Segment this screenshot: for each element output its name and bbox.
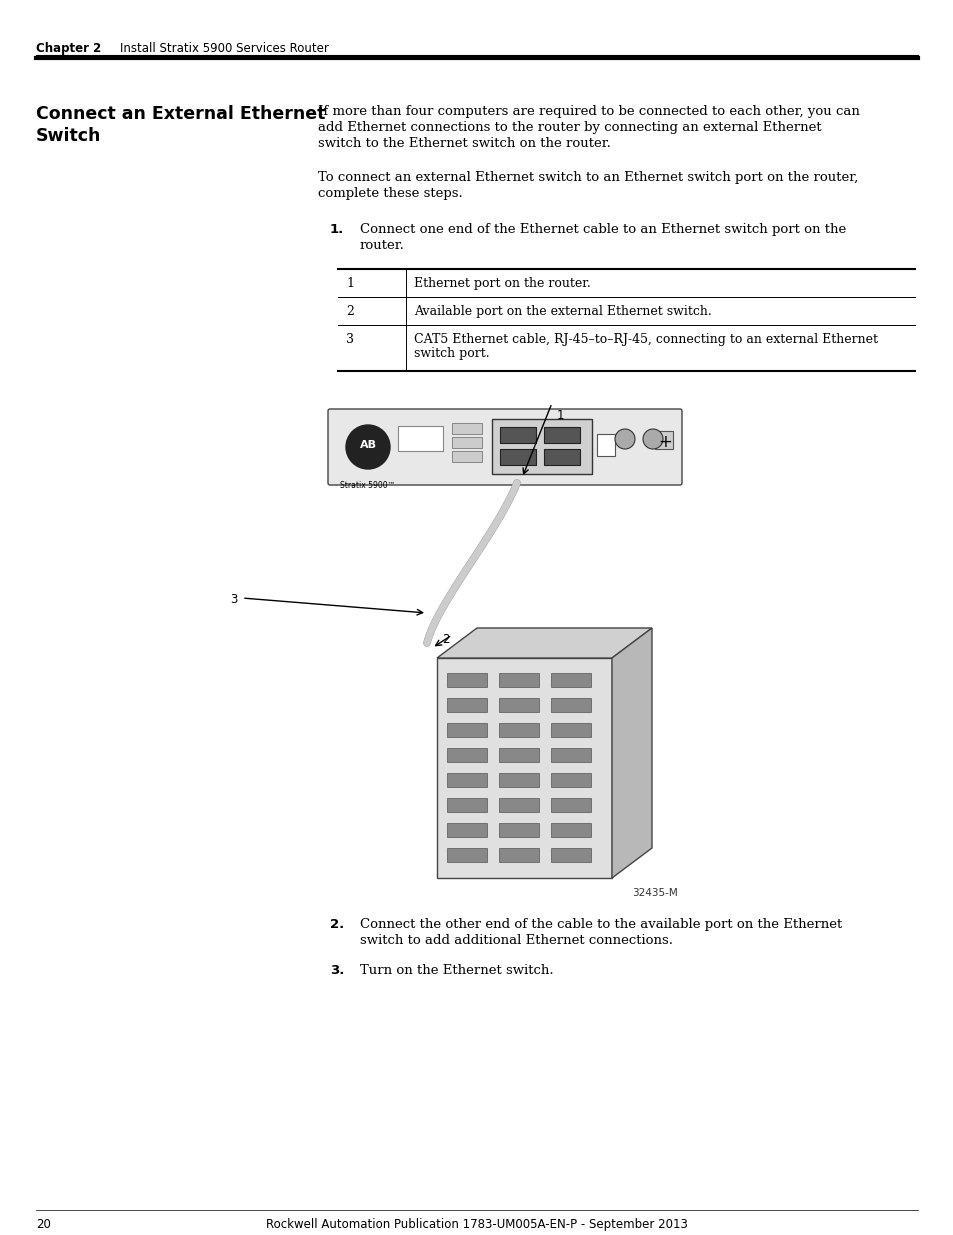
Text: AB: AB	[359, 440, 376, 450]
FancyBboxPatch shape	[655, 431, 672, 450]
Text: Connect the other end of the cable to the available port on the Ethernet: Connect the other end of the cable to th…	[359, 918, 841, 931]
Text: 3: 3	[346, 333, 354, 346]
Text: switch to add additional Ethernet connections.: switch to add additional Ethernet connec…	[359, 934, 672, 947]
FancyBboxPatch shape	[499, 427, 536, 443]
Text: 2.: 2.	[330, 918, 344, 931]
FancyBboxPatch shape	[551, 823, 590, 837]
Text: switch to the Ethernet switch on the router.: switch to the Ethernet switch on the rou…	[317, 137, 610, 149]
FancyBboxPatch shape	[551, 798, 590, 811]
FancyBboxPatch shape	[498, 848, 538, 862]
Text: 1.: 1.	[330, 224, 344, 236]
Text: complete these steps.: complete these steps.	[317, 186, 462, 200]
FancyBboxPatch shape	[498, 798, 538, 811]
FancyBboxPatch shape	[447, 848, 486, 862]
Text: Connect one end of the Ethernet cable to an Ethernet switch port on the: Connect one end of the Ethernet cable to…	[359, 224, 845, 236]
Text: To connect an external Ethernet switch to an Ethernet switch port on the router,: To connect an external Ethernet switch t…	[317, 170, 858, 184]
FancyBboxPatch shape	[498, 823, 538, 837]
Text: Install Stratix 5900 Services Router: Install Stratix 5900 Services Router	[120, 42, 329, 56]
Circle shape	[346, 425, 390, 469]
FancyBboxPatch shape	[551, 722, 590, 737]
FancyBboxPatch shape	[436, 658, 612, 878]
Text: 32435-M: 32435-M	[631, 888, 677, 898]
Text: 20: 20	[36, 1218, 51, 1231]
FancyBboxPatch shape	[447, 823, 486, 837]
FancyBboxPatch shape	[452, 437, 481, 448]
Text: router.: router.	[359, 240, 404, 252]
FancyBboxPatch shape	[498, 748, 538, 762]
Text: 2: 2	[441, 634, 449, 646]
Text: 3: 3	[230, 593, 237, 606]
FancyBboxPatch shape	[597, 433, 615, 456]
FancyBboxPatch shape	[551, 698, 590, 713]
Text: add Ethernet connections to the router by connecting an external Ethernet: add Ethernet connections to the router b…	[317, 121, 821, 135]
Text: 2: 2	[346, 305, 354, 317]
Text: CAT5 Ethernet cable, RJ-45–to–RJ-45, connecting to an external Ethernet: CAT5 Ethernet cable, RJ-45–to–RJ-45, con…	[414, 333, 877, 346]
FancyBboxPatch shape	[499, 450, 536, 466]
Text: Available port on the external Ethernet switch.: Available port on the external Ethernet …	[414, 305, 711, 317]
FancyBboxPatch shape	[498, 722, 538, 737]
FancyBboxPatch shape	[397, 426, 442, 451]
FancyBboxPatch shape	[447, 773, 486, 787]
FancyBboxPatch shape	[498, 773, 538, 787]
Text: 3.: 3.	[330, 965, 344, 977]
Text: Ethernet port on the router.: Ethernet port on the router.	[414, 277, 590, 290]
Polygon shape	[612, 629, 651, 878]
FancyBboxPatch shape	[543, 427, 579, 443]
Text: Chapter 2: Chapter 2	[36, 42, 101, 56]
FancyBboxPatch shape	[551, 748, 590, 762]
FancyBboxPatch shape	[543, 450, 579, 466]
FancyBboxPatch shape	[551, 773, 590, 787]
FancyBboxPatch shape	[328, 409, 681, 485]
FancyBboxPatch shape	[447, 698, 486, 713]
Text: Connect an External Ethernet: Connect an External Ethernet	[36, 105, 325, 124]
Text: If more than four computers are required to be connected to each other, you can: If more than four computers are required…	[317, 105, 859, 119]
FancyBboxPatch shape	[452, 451, 481, 462]
Polygon shape	[436, 629, 651, 658]
Text: +: +	[658, 433, 671, 451]
FancyBboxPatch shape	[447, 722, 486, 737]
FancyBboxPatch shape	[498, 698, 538, 713]
Text: Turn on the Ethernet switch.: Turn on the Ethernet switch.	[359, 965, 553, 977]
FancyBboxPatch shape	[551, 848, 590, 862]
Text: switch port.: switch port.	[414, 347, 489, 359]
Text: Stratix 5900™: Stratix 5900™	[339, 480, 395, 490]
Circle shape	[615, 429, 635, 450]
FancyBboxPatch shape	[447, 798, 486, 811]
Text: 1: 1	[346, 277, 354, 290]
FancyBboxPatch shape	[492, 419, 592, 474]
Text: 1: 1	[557, 409, 564, 422]
FancyBboxPatch shape	[447, 748, 486, 762]
FancyBboxPatch shape	[452, 424, 481, 433]
Text: Switch: Switch	[36, 127, 101, 144]
Text: Rockwell Automation Publication 1783-UM005A-EN-P - September 2013: Rockwell Automation Publication 1783-UM0…	[266, 1218, 687, 1231]
FancyBboxPatch shape	[498, 673, 538, 687]
Circle shape	[642, 429, 662, 450]
FancyBboxPatch shape	[551, 673, 590, 687]
FancyBboxPatch shape	[447, 673, 486, 687]
